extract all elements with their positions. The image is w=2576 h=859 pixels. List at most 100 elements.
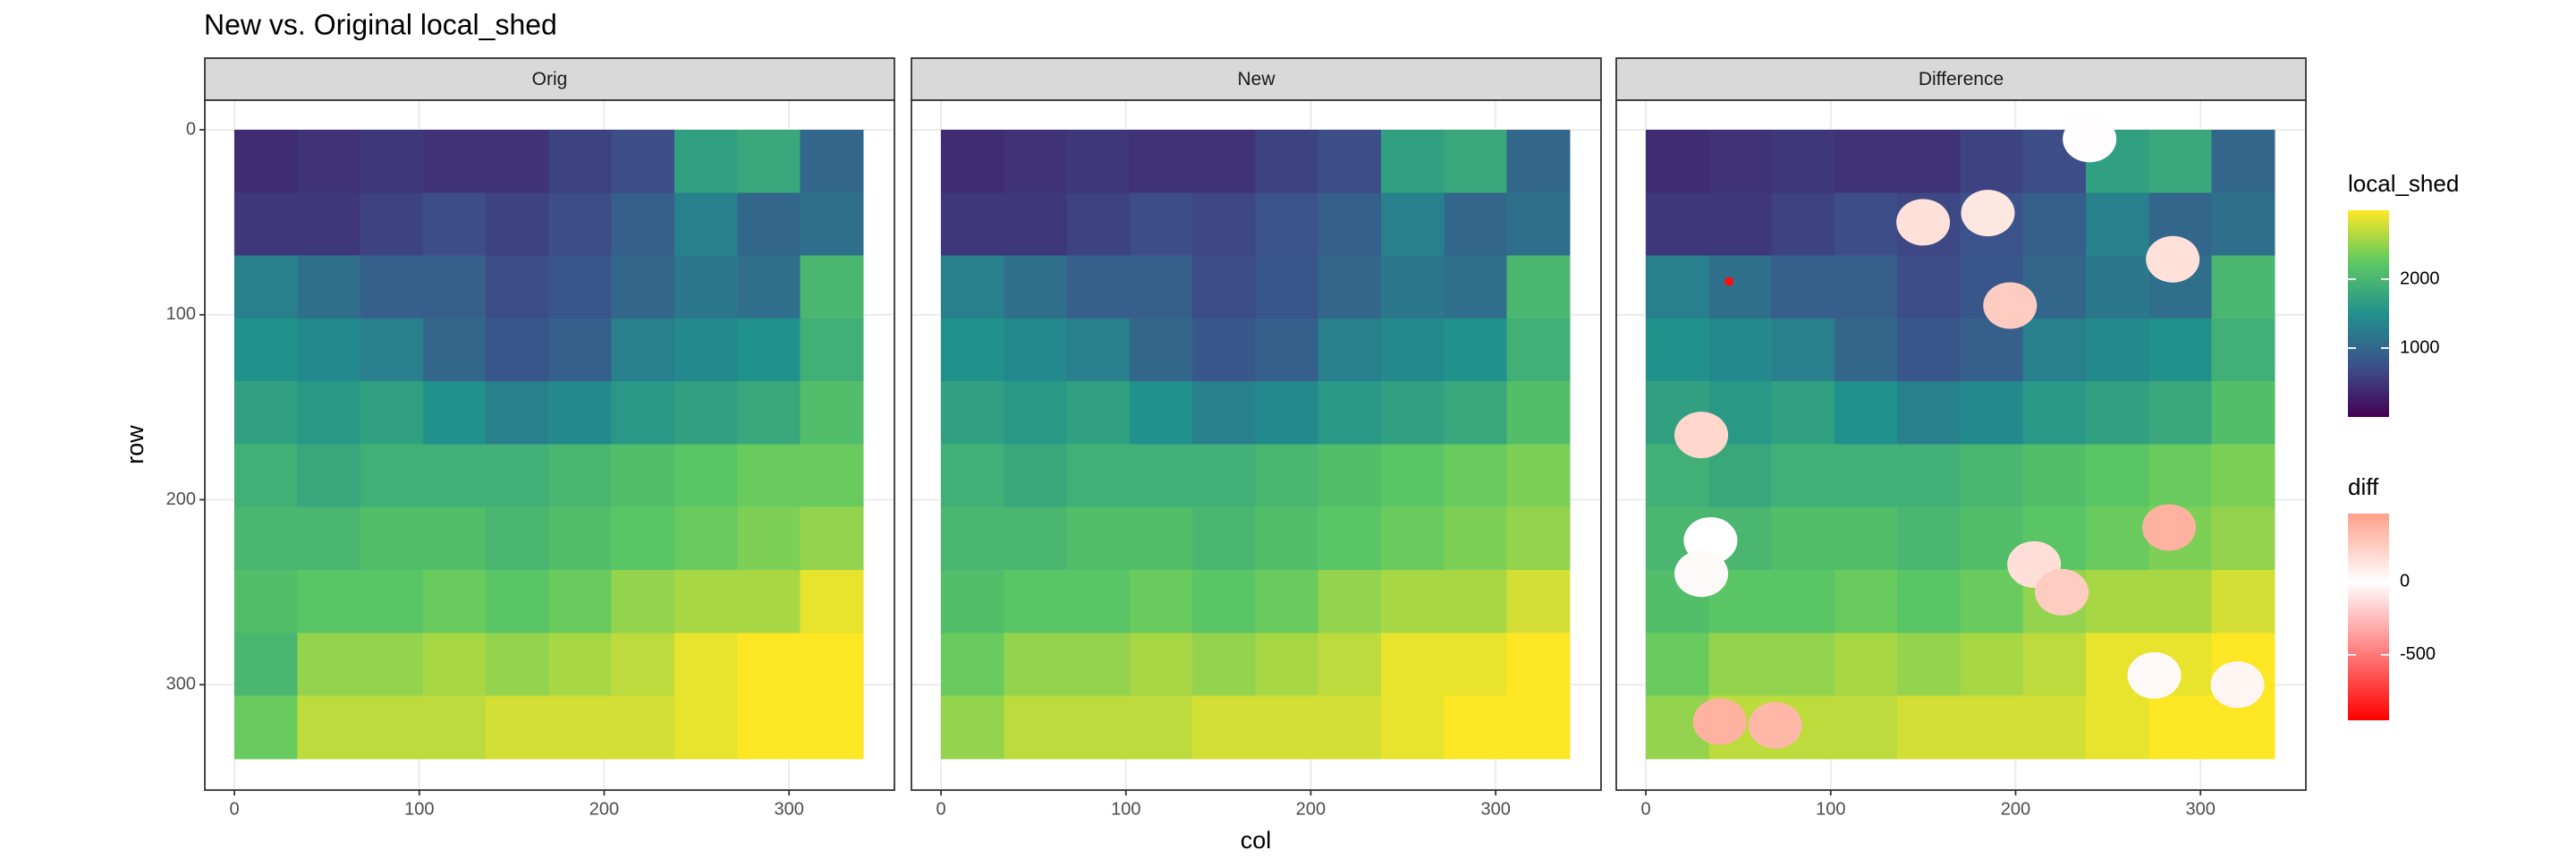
raster-cell <box>1444 506 1508 571</box>
raster-cell <box>1646 255 1709 319</box>
y-tick-label: 200 <box>166 489 196 509</box>
diff-patch <box>1724 276 1734 286</box>
raster-cell <box>486 506 549 571</box>
raster-cell <box>1066 130 1131 193</box>
x-tick-label: 300 <box>774 799 803 819</box>
raster-cell <box>611 506 675 571</box>
raster-cell <box>234 444 298 508</box>
strip-label: New <box>1237 69 1275 89</box>
raster-cell <box>2211 318 2275 382</box>
strip <box>1615 57 2307 101</box>
raster-cell <box>2211 506 2275 571</box>
raster-cell <box>1066 381 1131 445</box>
raster-cell <box>422 695 487 760</box>
raster-cell <box>1897 506 1961 571</box>
x-tick-label: 100 <box>1816 799 1845 819</box>
raster-cell <box>1506 192 1571 257</box>
raster-cell <box>737 381 801 445</box>
raster-cell <box>1255 444 1319 508</box>
raster-cell <box>611 695 675 760</box>
raster-cell <box>674 255 738 319</box>
raster-cell <box>941 255 1004 319</box>
raster-cell <box>1129 318 1193 382</box>
raster-cell <box>1004 130 1068 193</box>
raster-cell <box>422 318 487 382</box>
raster-cell <box>1066 255 1131 319</box>
raster-cell <box>1004 255 1068 319</box>
raster-cell <box>737 255 801 319</box>
raster-cell <box>486 318 549 382</box>
raster-cell <box>737 318 801 382</box>
raster-cell <box>1192 318 1256 382</box>
raster-cell <box>234 318 298 382</box>
raster-cell <box>1897 633 1961 697</box>
raster-cell <box>234 192 298 257</box>
raster-cell <box>1129 633 1193 697</box>
diff-patch <box>2142 504 2197 551</box>
raster-cell <box>548 255 613 319</box>
raster-cell <box>611 192 675 257</box>
raster-cell <box>1004 570 1068 634</box>
raster-cell <box>800 695 864 760</box>
raster-cell <box>2086 695 2149 760</box>
raster-cell <box>611 570 675 634</box>
raster-cell <box>1506 130 1571 193</box>
raster-cell <box>1318 381 1382 445</box>
raster-cell <box>1771 633 1835 697</box>
raster-cell <box>941 506 1004 571</box>
raster <box>1646 130 2275 760</box>
raster-cell <box>1129 381 1193 445</box>
raster-cell <box>611 255 675 319</box>
raster-cell <box>1004 695 1068 760</box>
raster-cell <box>1960 695 2024 760</box>
raster-cell <box>234 633 298 697</box>
raster-cell <box>1004 506 1068 571</box>
raster-cell <box>1960 318 2024 382</box>
x-tick-label: 100 <box>1111 799 1140 819</box>
raster-cell <box>1834 192 1898 257</box>
raster-cell <box>1255 570 1319 634</box>
raster-cell <box>1255 506 1319 571</box>
raster-cell <box>1129 255 1193 319</box>
raster-cell <box>1255 318 1319 382</box>
raster-cell <box>360 381 424 445</box>
legend-tick-label: 0 <box>2400 572 2410 591</box>
raster-cell <box>1192 695 1256 760</box>
raster-cell <box>486 695 549 760</box>
raster-cell <box>548 318 613 382</box>
x-tick-label: 200 <box>1296 799 1326 819</box>
raster-cell <box>2211 255 2275 319</box>
raster-cell <box>1506 570 1571 634</box>
raster-cell <box>2148 381 2213 445</box>
raster-cell <box>548 192 613 257</box>
raster-cell <box>422 381 487 445</box>
y-axis-title: row <box>122 425 148 464</box>
raster-cell <box>611 130 675 193</box>
raster-cell <box>674 633 738 697</box>
raster-cell <box>1381 570 1445 634</box>
raster-cell <box>611 444 675 508</box>
raster-cell <box>941 192 1004 257</box>
raster-cell <box>674 570 738 634</box>
raster-cell <box>800 570 864 634</box>
raster-cell <box>2022 318 2087 382</box>
raster-cell <box>486 192 549 257</box>
raster-cell <box>297 633 361 697</box>
raster-cell <box>548 506 613 571</box>
raster-cell <box>2211 192 2275 257</box>
y-tick-label: 100 <box>166 304 196 324</box>
raster-cell <box>548 570 613 634</box>
legend-tick-label: 1000 <box>2400 337 2440 357</box>
raster-cell <box>548 695 613 760</box>
raster-cell <box>1444 444 1508 508</box>
raster-cell <box>2148 695 2213 760</box>
raster-cell <box>1771 381 1835 445</box>
raster-cell <box>360 255 424 319</box>
raster-cell <box>1960 130 2024 193</box>
raster-cell <box>1318 444 1382 508</box>
raster-cell <box>2022 381 2087 445</box>
raster-cell <box>422 570 487 634</box>
raster-cell <box>1004 444 1068 508</box>
raster-cell <box>2148 444 2213 508</box>
raster-cell <box>360 695 424 760</box>
